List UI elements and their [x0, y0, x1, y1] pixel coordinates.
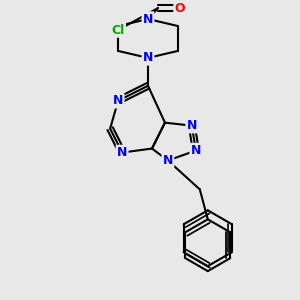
Text: N: N [117, 146, 127, 159]
Text: Cl: Cl [112, 23, 125, 37]
Text: N: N [190, 144, 201, 157]
Text: N: N [187, 119, 197, 132]
Text: N: N [113, 94, 123, 107]
Text: O: O [175, 2, 185, 15]
Text: N: N [143, 51, 153, 64]
Text: N: N [143, 13, 153, 26]
Text: N: N [163, 154, 173, 167]
